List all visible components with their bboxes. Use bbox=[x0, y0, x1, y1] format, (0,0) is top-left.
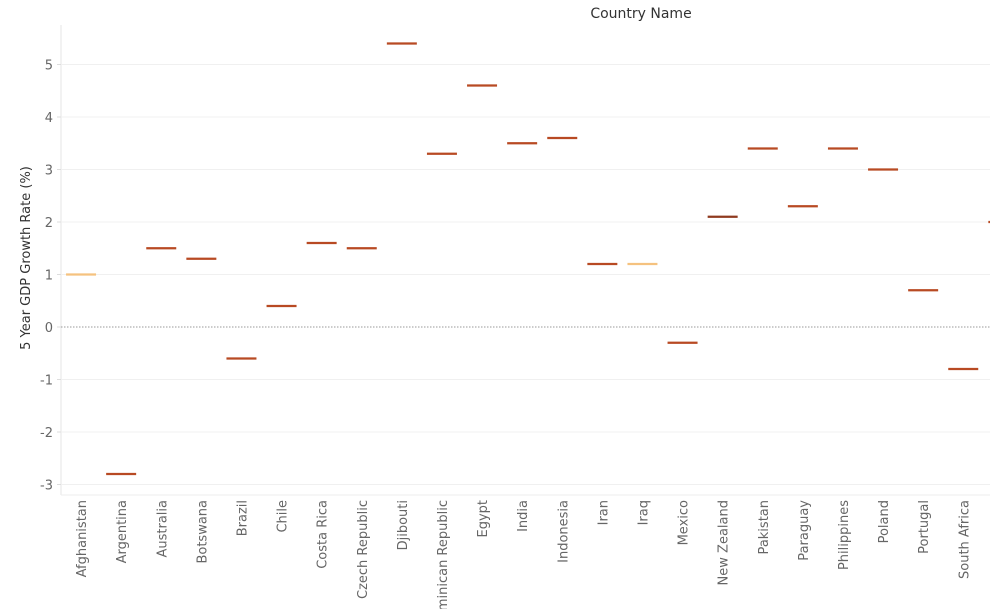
y-tick-label: 4 bbox=[45, 111, 53, 126]
x-tick-label: Australia bbox=[155, 500, 170, 558]
x-tick-label: Pakistan bbox=[757, 500, 772, 554]
y-tick-label: 3 bbox=[45, 164, 53, 179]
x-tick-label: Afghanistan bbox=[75, 500, 90, 577]
x-tick-label: Argentina bbox=[115, 500, 130, 563]
x-axis-ticks: Afghanistan Argentina Australia Botswana Bra… bbox=[75, 500, 972, 609]
x-tick-label: Egypt bbox=[476, 500, 491, 538]
data-marks bbox=[66, 42, 990, 476]
x-tick-label: New Zealand bbox=[717, 500, 732, 585]
y-axis-ticks: -3 -2 -1 0 1 2 3 4 5 bbox=[40, 59, 53, 494]
y-axis-label: 5 Year GDP Growth Rate (%) bbox=[19, 166, 34, 350]
x-tick-label: Dominican Republic bbox=[436, 500, 451, 609]
y-tick-label: -1 bbox=[40, 374, 53, 389]
x-tick-label: Costa Rica bbox=[316, 500, 331, 569]
x-tick-label: Iraq bbox=[636, 500, 651, 525]
x-tick-label: Djibouti bbox=[396, 500, 411, 550]
y-tick-label: 0 bbox=[45, 321, 53, 336]
y-tick-label: -2 bbox=[40, 426, 53, 441]
x-tick-label: Portugal bbox=[917, 500, 932, 554]
y-tick-label: -3 bbox=[40, 479, 53, 494]
x-tick-label: South Africa bbox=[957, 500, 972, 579]
x-tick-label: Brazil bbox=[235, 500, 250, 536]
y-tick-label: 1 bbox=[45, 269, 53, 284]
x-tick-label: Paraguay bbox=[797, 500, 812, 561]
x-tick-label: Philippines bbox=[837, 500, 852, 570]
x-tick-label: Botswana bbox=[195, 500, 210, 564]
chart-title: Country Name bbox=[590, 6, 691, 22]
x-tick-label: Mexico bbox=[677, 500, 692, 545]
y-tick-label: 5 bbox=[45, 59, 53, 74]
x-tick-label: Iran bbox=[596, 500, 611, 525]
x-tick-label: Czech Republic bbox=[356, 500, 371, 599]
x-tick-label: Indonesia bbox=[556, 500, 571, 563]
x-tick-label: India bbox=[516, 500, 531, 532]
grid-lines bbox=[57, 25, 990, 496]
y-tick-label: 2 bbox=[45, 216, 53, 231]
x-tick-label: Poland bbox=[877, 500, 892, 543]
x-tick-label: Chile bbox=[276, 500, 291, 533]
